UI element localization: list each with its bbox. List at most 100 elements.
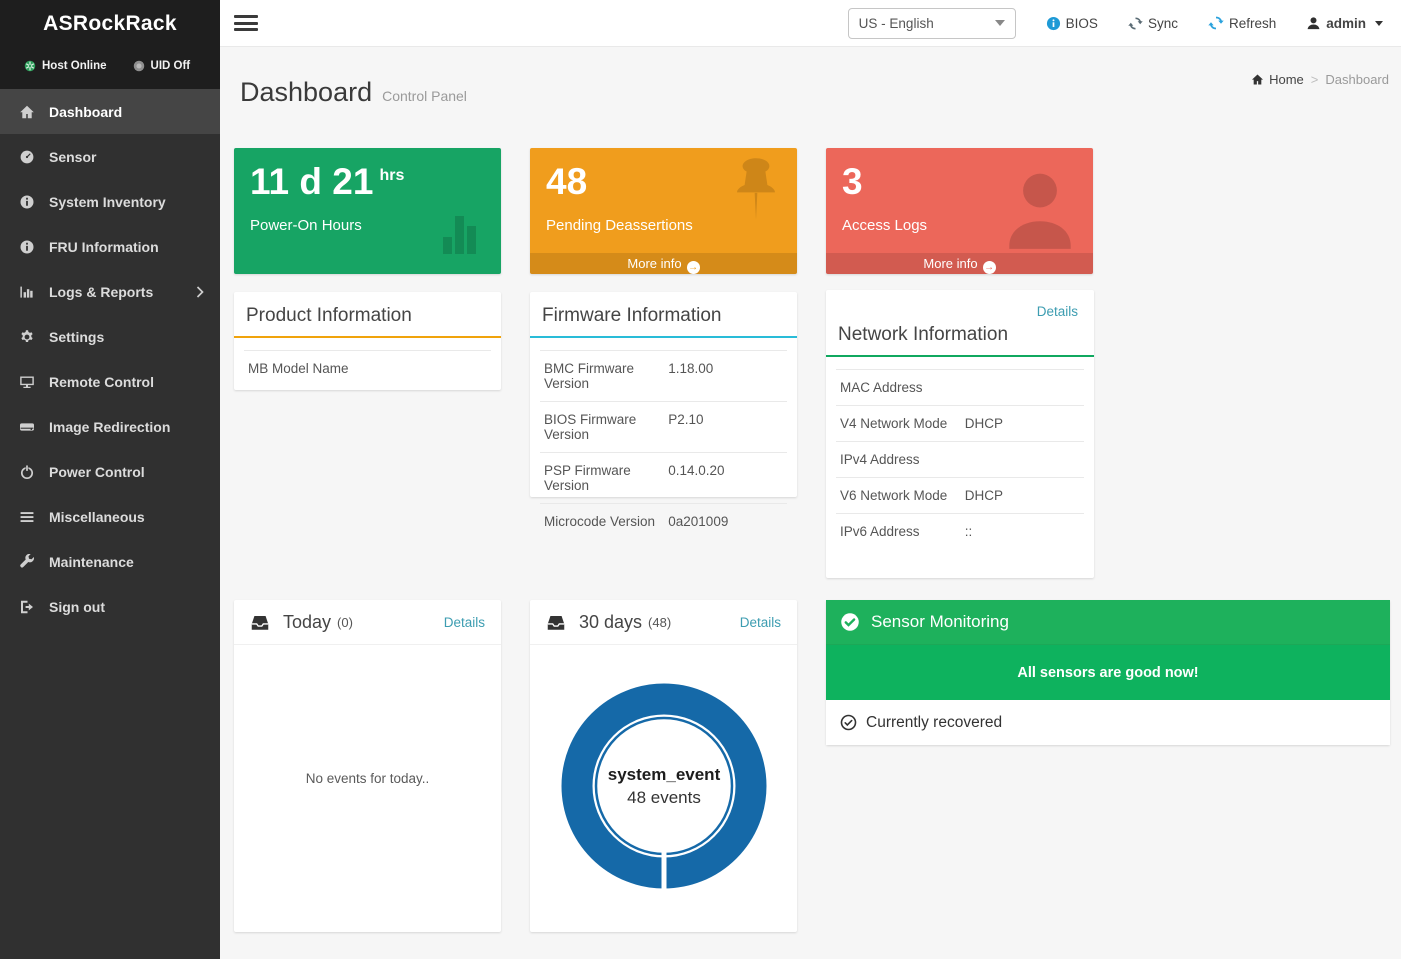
user-icon bbox=[1306, 16, 1321, 31]
product-information-title: Product Information bbox=[234, 292, 501, 338]
pending-deassertions-card: 48 Pending Deassertions More info → bbox=[530, 148, 797, 274]
info-row: V4 Network Mode DHCP bbox=[836, 405, 1084, 441]
sidebar-item-label: Maintenance bbox=[49, 553, 134, 570]
sidebar-item-label: Miscellaneous bbox=[49, 508, 145, 525]
sidebar-item-label: Logs & Reports bbox=[49, 283, 154, 300]
caret-down-icon bbox=[994, 20, 1005, 26]
today-details-link[interactable]: Details bbox=[443, 614, 485, 630]
host-online-status: Host Online bbox=[24, 60, 107, 72]
gauge-icon bbox=[18, 149, 36, 165]
sidebar-item-fru-information[interactable]: FRU Information bbox=[0, 224, 220, 269]
drive-icon bbox=[18, 419, 36, 435]
bars-icon bbox=[18, 509, 36, 525]
bar-chart-icon bbox=[18, 284, 36, 300]
network-details-link[interactable]: Details bbox=[1036, 304, 1078, 319]
sidebar-item-logs-reports[interactable]: Logs & Reports bbox=[0, 269, 220, 314]
power-on-hours-card: 11 d 21 hrs Power-On Hours bbox=[234, 148, 501, 274]
bios-button[interactable]: BIOS bbox=[1046, 16, 1098, 31]
language-select[interactable]: US - English bbox=[847, 7, 1016, 39]
wrench-icon bbox=[18, 553, 36, 570]
deassertions-value: 48 bbox=[546, 161, 588, 202]
sidebar-item-sensor[interactable]: Sensor bbox=[0, 134, 220, 179]
sidebar-item-label: Remote Control bbox=[49, 373, 154, 390]
home-icon bbox=[1251, 73, 1264, 86]
uid-status: UID Off bbox=[133, 60, 191, 72]
sidebar-item-dashboard[interactable]: Dashboard bbox=[0, 89, 220, 134]
info-circle-icon bbox=[18, 239, 36, 255]
info-row: PSP Firmware Version 0.14.0.20 bbox=[540, 452, 787, 503]
inbox-icon bbox=[546, 614, 566, 631]
info-row: MAC Address bbox=[836, 369, 1084, 405]
sidebar-item-label: Dashboard bbox=[49, 103, 123, 120]
info-row-label: V6 Network Mode bbox=[840, 488, 948, 503]
breadcrumb-current: Dashboard bbox=[1325, 72, 1389, 87]
info-row: Microcode Version 0a201009 bbox=[540, 503, 787, 539]
sidebar-item-sign-out[interactable]: Sign out bbox=[0, 584, 220, 629]
firmware-information-title: Firmware Information bbox=[530, 292, 797, 338]
user-icon bbox=[1003, 166, 1077, 252]
today-empty-message: No events for today.. bbox=[305, 771, 430, 786]
hamburger-menu-icon[interactable] bbox=[234, 12, 258, 35]
thirty-days-details-link[interactable]: Details bbox=[739, 614, 781, 630]
product-information-card: Product Information MB Model Name bbox=[234, 292, 501, 390]
deassertions-more-info-link[interactable]: More info → bbox=[530, 253, 797, 274]
page-subtitle: Control Panel bbox=[382, 88, 467, 104]
access-logs-card: 3 Access Logs More info → bbox=[826, 148, 1093, 274]
info-row-value: P2.10 bbox=[668, 412, 704, 427]
sidebar-item-power-control[interactable]: Power Control bbox=[0, 449, 220, 494]
sidebar-item-label: Power Control bbox=[49, 463, 145, 480]
access-logs-more-info-link[interactable]: More info → bbox=[826, 253, 1093, 274]
info-row-label: BIOS Firmware Version bbox=[544, 412, 637, 442]
inbox-icon bbox=[250, 614, 270, 631]
breadcrumb-home-link[interactable]: Home bbox=[1251, 72, 1304, 87]
sensor-status-message: All sensors are good now! bbox=[826, 645, 1390, 700]
sidebar: ASRockRack Host Online UID Off Dashboard… bbox=[0, 0, 220, 959]
info-row-label: V4 Network Mode bbox=[840, 416, 948, 431]
today-events-card: Today (0) Details No events for today.. bbox=[234, 600, 501, 932]
bar-chart-icon bbox=[437, 210, 485, 258]
gear-icon bbox=[18, 329, 36, 345]
refresh-button[interactable]: Refresh bbox=[1208, 15, 1276, 31]
info-row-value: 0.14.0.20 bbox=[668, 463, 725, 478]
user-menu[interactable]: admin bbox=[1306, 16, 1383, 31]
sidebar-item-settings[interactable]: Settings bbox=[0, 314, 220, 359]
today-title: Today bbox=[283, 611, 332, 632]
info-row-label: Microcode Version bbox=[544, 514, 656, 529]
sidebar-item-maintenance[interactable]: Maintenance bbox=[0, 539, 220, 584]
info-row-value: DHCP bbox=[964, 488, 1004, 503]
info-row-label: IPv6 Address bbox=[840, 524, 920, 539]
info-row-label: MB Model Name bbox=[248, 361, 349, 376]
info-circle-icon bbox=[1046, 16, 1061, 31]
arrow-circle-icon: → bbox=[686, 261, 700, 274]
chevron-right-icon bbox=[196, 285, 204, 298]
sidebar-item-miscellaneous[interactable]: Miscellaneous bbox=[0, 494, 220, 539]
monitor-icon bbox=[18, 374, 36, 390]
page-title: Dashboard bbox=[240, 77, 373, 107]
sidebar-item-label: Image Redirection bbox=[49, 418, 171, 435]
sidebar-item-system-inventory[interactable]: System Inventory bbox=[0, 179, 220, 224]
host-online-label: Host Online bbox=[42, 60, 107, 72]
fan-icon bbox=[24, 60, 36, 72]
uid-icon bbox=[133, 60, 145, 72]
sidebar-item-image-redirection[interactable]: Image Redirection bbox=[0, 404, 220, 449]
donut-center-label: system_event bbox=[607, 765, 720, 784]
caret-down-icon bbox=[1375, 20, 1383, 26]
sidebar-item-label: Sensor bbox=[49, 148, 97, 165]
today-count: (0) bbox=[337, 614, 353, 630]
info-row-value: :: bbox=[964, 524, 973, 539]
bios-label: BIOS bbox=[1065, 15, 1098, 31]
breadcrumb: Home > Dashboard bbox=[1251, 72, 1389, 87]
sync-button[interactable]: Sync bbox=[1128, 16, 1178, 31]
language-value: US - English bbox=[858, 15, 934, 31]
firmware-information-card: Firmware Information BMC Firmware Versio… bbox=[530, 292, 797, 529]
sidebar-item-remote-control[interactable]: Remote Control bbox=[0, 359, 220, 404]
thirty-days-title: 30 days bbox=[579, 611, 643, 632]
sensor-monitoring-card: Sensor Monitoring All sensors are good n… bbox=[826, 600, 1390, 745]
uid-label: UID Off bbox=[150, 60, 191, 72]
sidebar-item-label: System Inventory bbox=[49, 193, 166, 210]
home-icon bbox=[18, 104, 36, 120]
info-row-label: MAC Address bbox=[840, 380, 923, 395]
arrow-circle-icon: → bbox=[982, 261, 996, 274]
power-on-value: 11 d 21 hrs bbox=[250, 161, 405, 202]
topbar: US - English BIOS Sync Refresh admin bbox=[220, 0, 1401, 47]
